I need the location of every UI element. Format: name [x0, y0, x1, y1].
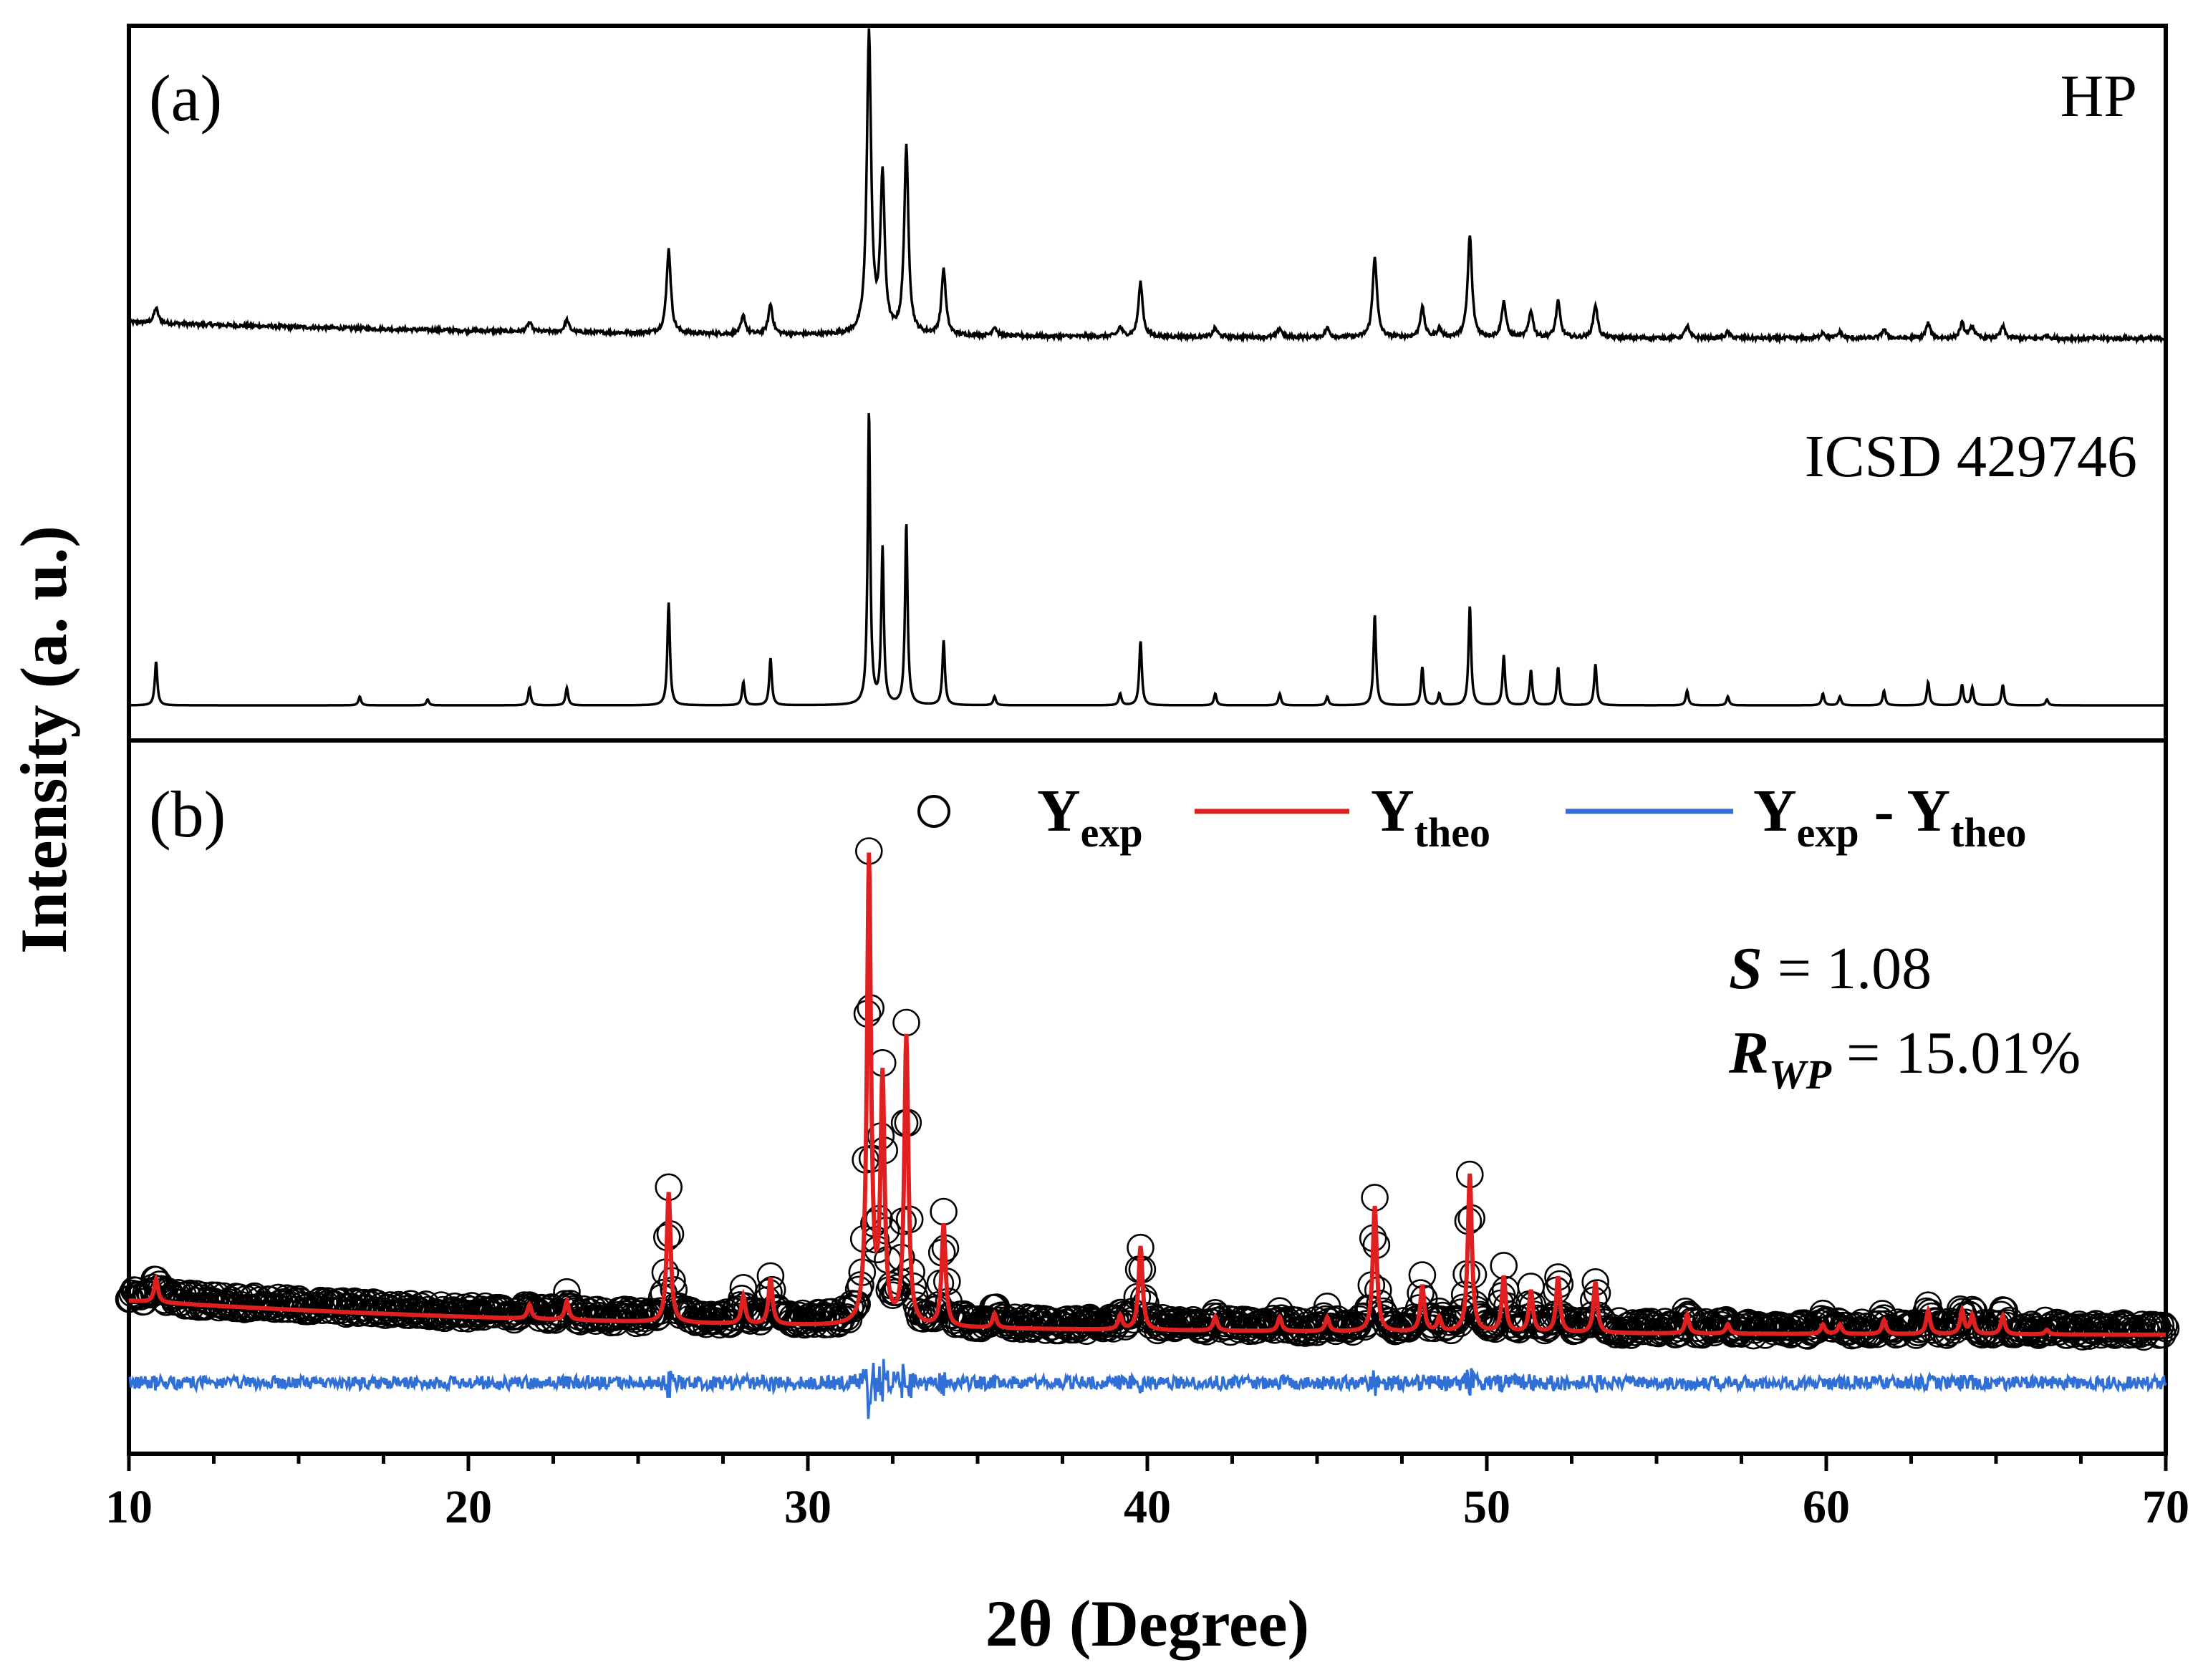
stat-s-symbol: S — [1729, 935, 1763, 1002]
yexp-point — [1408, 1261, 1437, 1289]
hp-label: HP — [2060, 63, 2137, 130]
panel-a-tag: (a) — [149, 62, 222, 135]
stat-rwp-symbol: R — [1728, 1020, 1769, 1086]
yexp-point — [429, 1295, 457, 1324]
x-tick-label: 30 — [784, 1481, 831, 1533]
legend-exp-sub: exp — [1081, 809, 1143, 856]
legend-theo-label: Ytheo — [1371, 778, 1490, 856]
yexp-point — [2150, 1312, 2178, 1340]
ydiff-line — [128, 1358, 2167, 1419]
panel-b-tag: (b) — [149, 778, 226, 851]
legend-diff-sub1: exp — [1797, 809, 1859, 856]
x-tick-label: 40 — [1124, 1481, 1171, 1533]
stat-rwp-sub: WP — [1769, 1051, 1832, 1098]
yexp-point — [892, 1008, 920, 1037]
legend-theo-main: Y — [1371, 778, 1414, 844]
x-tick-label: 20 — [445, 1481, 492, 1533]
yexp-point — [2151, 1314, 2180, 1343]
yexp-markers — [115, 837, 2180, 1351]
legend-diff-label: Yexp - Ytheo — [1753, 778, 2027, 856]
panel-b-series — [115, 837, 2180, 1419]
x-axis-title: 2θ (Degree) — [985, 1587, 1309, 1660]
stat-rwp: RWP = 15.01% — [1728, 1020, 2081, 1098]
yexp-point — [356, 1290, 384, 1318]
icsd-line — [129, 412, 2166, 707]
yexp-point — [577, 1302, 604, 1331]
yexp-point — [1418, 1310, 1447, 1339]
hp-line — [127, 28, 2167, 345]
ytheo-line — [129, 852, 2166, 1337]
yexp-point — [843, 1290, 871, 1318]
legend-diff-y1: Y — [1753, 778, 1797, 844]
legend-theo-sub: theo — [1414, 809, 1490, 856]
yexp-point — [930, 1197, 958, 1226]
legend-diff-y2: Y — [1907, 778, 1951, 844]
legend-diff-sep: - — [1859, 778, 1907, 844]
legend-diff-sub2: theo — [1950, 809, 2026, 856]
legend-exp-label: Yexp — [1037, 778, 1143, 856]
legend-exp-marker — [917, 795, 950, 828]
yexp-point — [1490, 1252, 1518, 1280]
legend-exp-main: Y — [1037, 778, 1081, 844]
x-tick-label: 60 — [1803, 1481, 1850, 1533]
x-tick-label: 70 — [2142, 1481, 2189, 1533]
stat-s-value: = 1.08 — [1763, 935, 1932, 1002]
stat-s: S = 1.08 — [1729, 935, 1932, 1002]
x-tick-label: 50 — [1463, 1481, 1510, 1533]
panel-a-series — [127, 28, 2167, 707]
y-axis-title: Intensity (a. u.) — [7, 526, 80, 954]
yexp-point — [879, 1281, 907, 1309]
legend: Yexp Ytheo Yexp - Ytheo — [917, 778, 2027, 856]
icsd-label: ICSD 429746 — [1805, 423, 2137, 490]
x-axis-ticks: 10 20 30 40 50 60 70 — [105, 1454, 2189, 1533]
stat-rwp-value: = 15.01% — [1831, 1020, 2081, 1086]
x-tick-label: 10 — [105, 1481, 153, 1533]
